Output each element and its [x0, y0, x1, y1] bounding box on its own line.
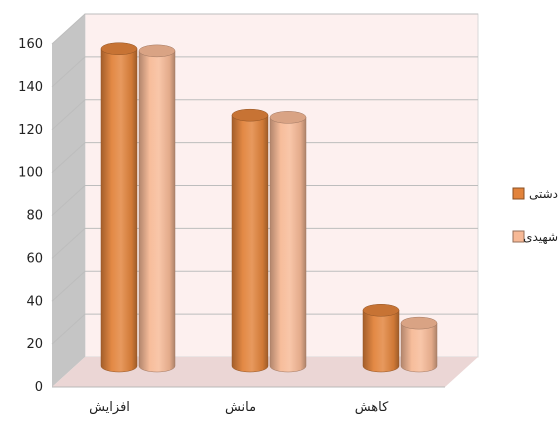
gridline — [51, 13, 478, 45]
bar-0-0 — [100, 48, 138, 373]
gridline — [51, 185, 478, 216]
bar-1-1 — [269, 117, 307, 373]
bar-0-1 — [231, 114, 269, 373]
x-category-label: افزایش — [89, 400, 130, 415]
bar-1-0 — [138, 50, 176, 373]
y-tick-label: 160 — [18, 37, 43, 52]
legend-swatch-1 — [512, 230, 525, 243]
bar-top-0-0 — [100, 42, 138, 55]
gridline — [51, 270, 478, 302]
bar-top-1-2 — [400, 316, 438, 330]
y-tick-label: 80 — [26, 209, 43, 224]
x-category-label: مانش — [225, 400, 256, 415]
gridline — [51, 56, 478, 88]
y-tick-label: 140 — [18, 80, 43, 95]
y-tick-label: 0 — [35, 380, 43, 395]
legend-label-1: شهیدی — [523, 230, 558, 244]
y-tick-label: 40 — [26, 294, 43, 309]
bar-0-2 — [362, 310, 400, 373]
gridline — [51, 313, 478, 345]
x-category-label: کاهش — [355, 400, 389, 415]
y-tick-label: 20 — [26, 337, 43, 352]
y-tick-label: 100 — [18, 166, 43, 181]
bar-1-2 — [400, 322, 438, 373]
bar-top-1-0 — [138, 44, 176, 58]
bar-top-0-2 — [362, 304, 400, 317]
y-tick-label: 60 — [26, 251, 43, 266]
bar-top-0-1 — [231, 108, 269, 122]
gridline — [51, 99, 478, 131]
gridline — [51, 227, 478, 259]
gridline — [51, 142, 478, 173]
legend-label-0: دشتی — [529, 187, 558, 201]
legend-swatch-0 — [512, 187, 525, 200]
y-tick-label: 120 — [18, 123, 43, 138]
bar-top-1-1 — [269, 111, 307, 124]
